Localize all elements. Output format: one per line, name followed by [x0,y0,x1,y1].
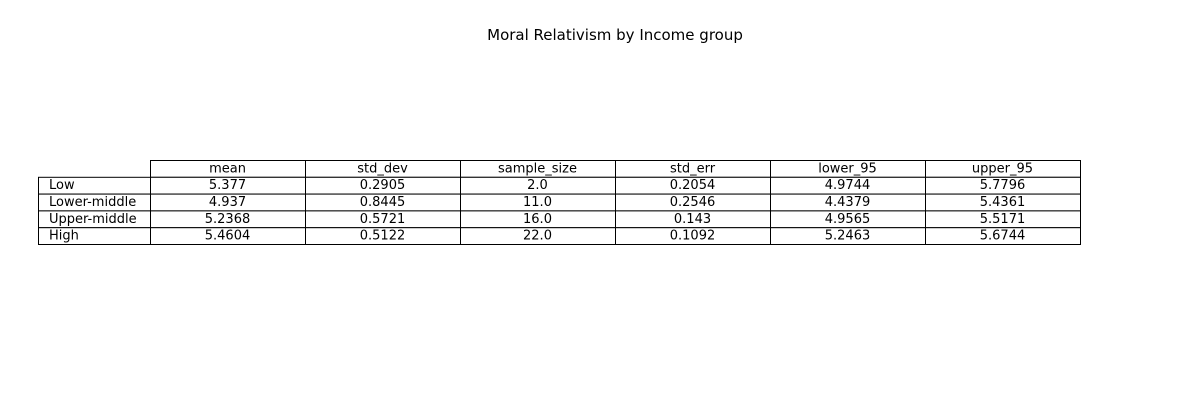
row-label: Low [49,178,75,193]
table-cell-value: 5.4604 [205,229,251,244]
table-cell-value: 5.4361 [980,195,1026,210]
table-cell-value: 0.5721 [360,212,406,227]
table-cell-value: 5.7796 [980,178,1026,193]
table-cell-value: 5.2463 [825,229,871,244]
column-header-label: sample_size [498,161,577,176]
column-header-label: std_err [670,161,716,176]
column-header-label: std_dev [357,161,408,176]
table-cell-value: 0.5122 [360,229,406,244]
table-cell-value: 0.143 [674,212,711,227]
table-cell [925,227,1081,245]
column-header-label: lower_95 [818,161,877,176]
table-cell-value: 5.2368 [205,212,251,227]
table-cell-value: 4.937 [209,195,246,210]
column-header-label: upper_95 [972,161,1033,176]
table-cell-value: 4.4379 [825,195,871,210]
column-header-label: mean [209,161,246,176]
table-cell-value: 5.377 [209,178,246,193]
table-cell-value: 4.9565 [825,212,871,227]
table-cell-value: 16.0 [523,212,552,227]
row-label: Upper-middle [49,212,137,227]
table-cell-value: 22.0 [523,229,552,244]
table-cell-value: 11.0 [523,195,552,210]
table-cell-value: 4.9744 [825,178,871,193]
table-cell-value: 0.2546 [670,195,716,210]
table-cell-value: 0.1092 [670,229,716,244]
table-cell-value: 0.2054 [670,178,716,193]
chart-title: Moral Relativism by Income group [487,26,743,44]
table-cell-value: 0.2905 [360,178,406,193]
table-cell-value: 5.5171 [980,212,1026,227]
row-label: Lower-middle [49,195,136,210]
table-cell-value: 2.0 [527,178,548,193]
table-cell-value: 0.8445 [360,195,406,210]
row-label: High [49,229,79,244]
table-cell-value: 5.6744 [980,229,1026,244]
